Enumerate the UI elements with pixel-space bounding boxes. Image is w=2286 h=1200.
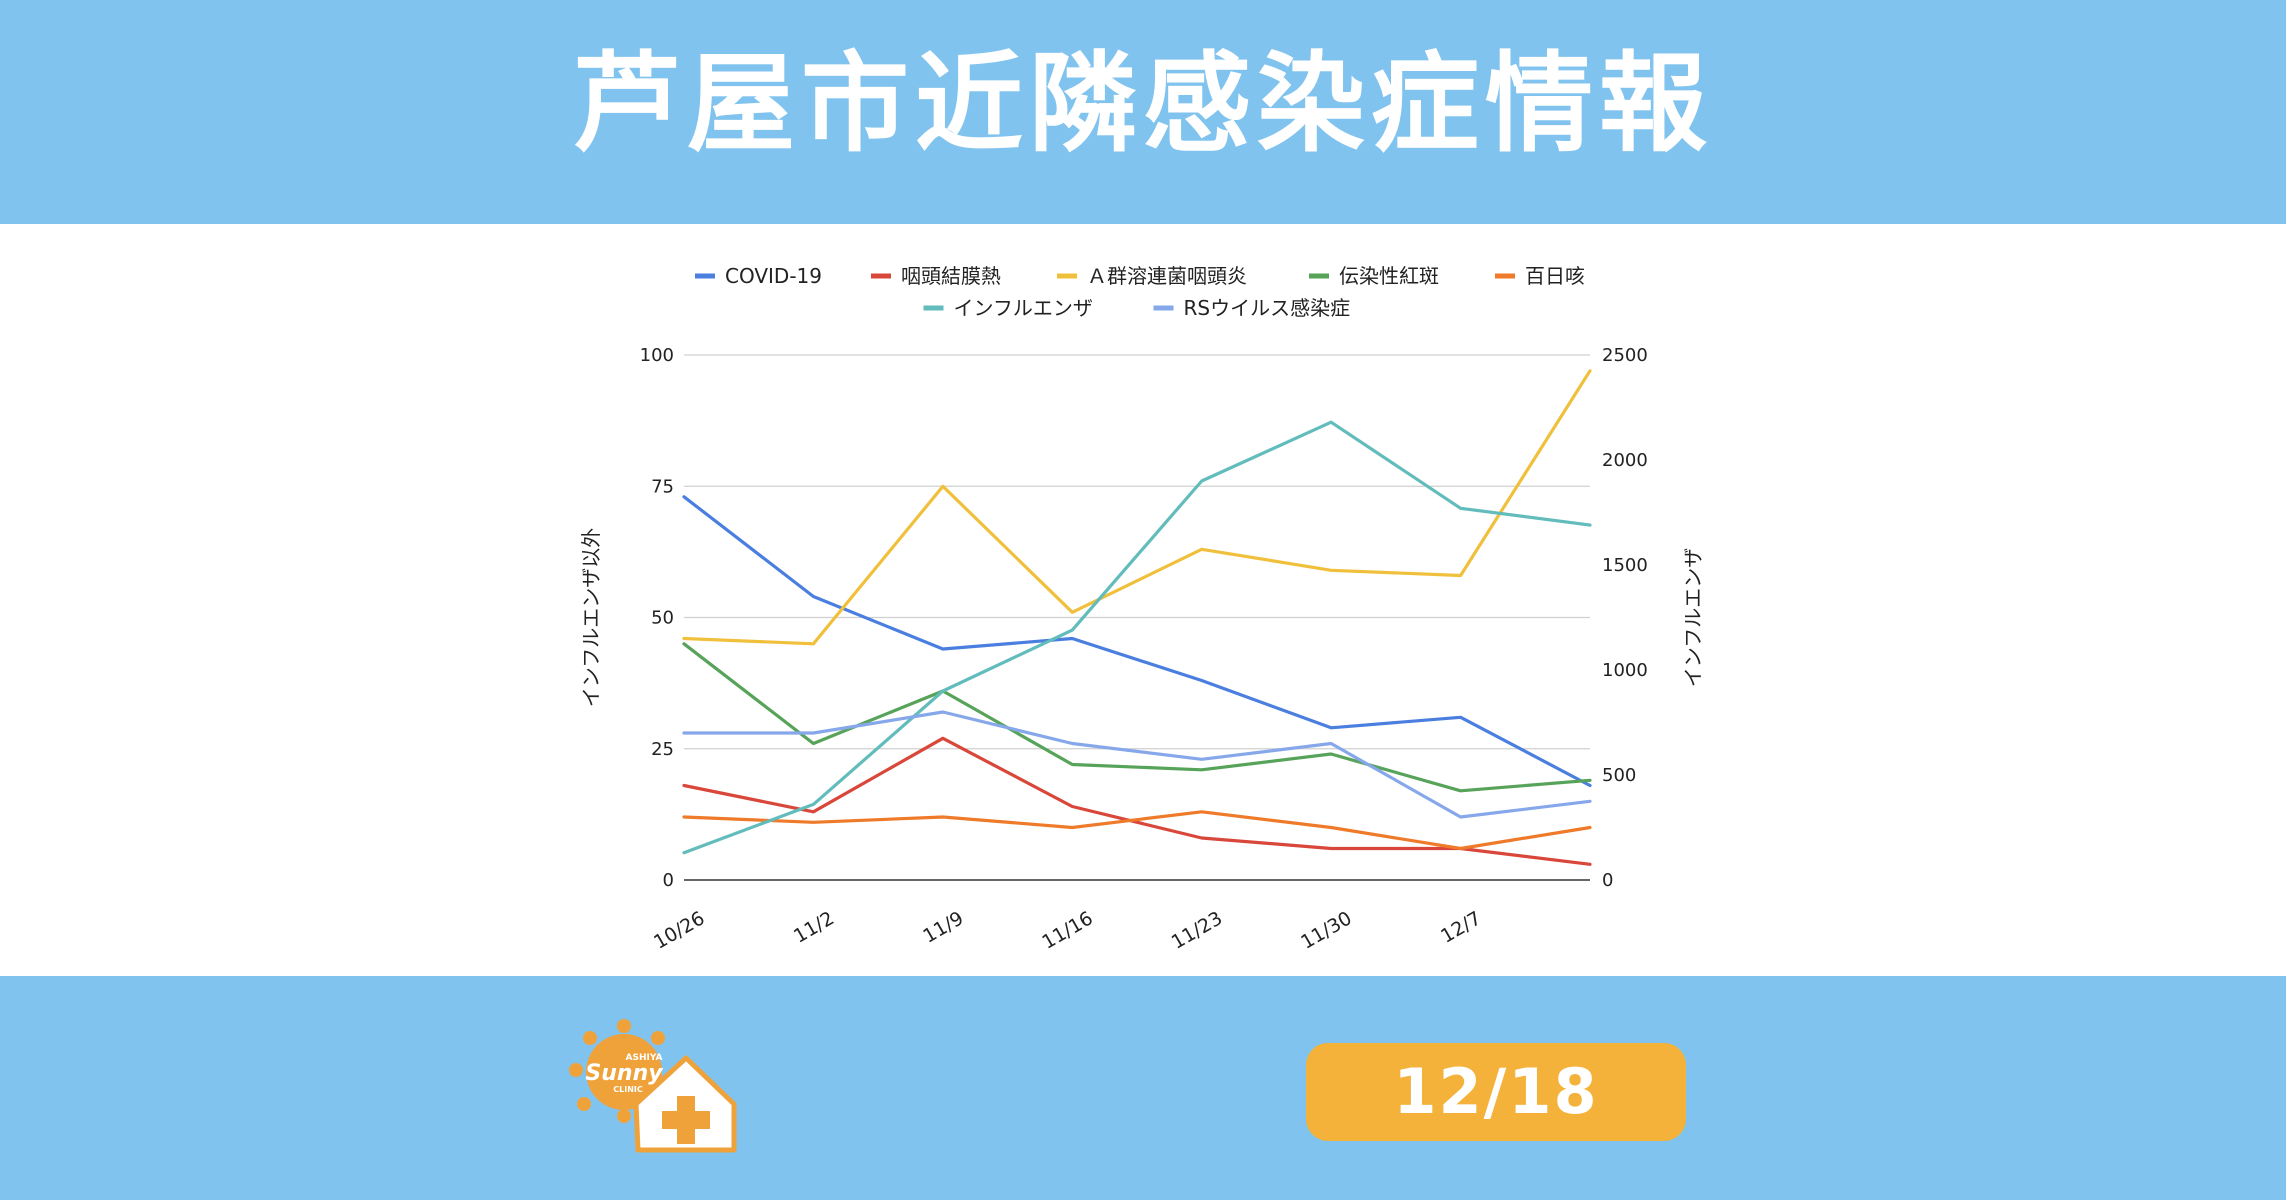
- series-line: [682, 495, 1592, 788]
- x-tick-label: 11/30: [1297, 907, 1355, 953]
- y-left-tick-label: 75: [651, 476, 674, 497]
- chart-area: 0 25 50 75 100 0 500 1000 1500 2000 2500 インフルエンザ以外イ…: [0, 224, 2286, 976]
- legend-label: COVID-19: [725, 264, 822, 288]
- sun-rays: [569, 1019, 665, 1123]
- x-tick-label: 11/16: [1038, 907, 1096, 953]
- y-right-tick-label: 2500: [1602, 345, 1648, 366]
- series-line: [682, 369, 1592, 646]
- y-right-tick-label: 2000: [1602, 450, 1648, 471]
- line-chart: 025507510005001000150020002500インフルエンザ以外イ…: [579, 264, 1705, 954]
- x-tick-label: 11/9: [919, 907, 967, 947]
- series-line: [682, 420, 1592, 855]
- sun-circle: [586, 1034, 662, 1110]
- y-left-tick-label: 50: [651, 608, 674, 629]
- y-right-tick-label: 1000: [1602, 660, 1648, 681]
- legend-label: RSウイルス感染症: [1184, 296, 1351, 320]
- y-right-tick-label: 0: [1602, 870, 1613, 891]
- y-left-tick-label: 0: [663, 870, 674, 891]
- logo-sub-bottom: CLINIC: [613, 1085, 643, 1094]
- logo-sub-top: ASHIYA: [626, 1053, 663, 1063]
- x-tick-label: 12/7: [1437, 907, 1485, 947]
- y-right-tick-label: 500: [1602, 765, 1636, 786]
- y-left-tick-label: 25: [651, 739, 674, 760]
- sunny-clinic-house-icon: ASHIYA Sunny CLINIC: [569, 1019, 737, 1153]
- y-right-tick-label: 1500: [1602, 555, 1648, 576]
- legend-label: 百日咳: [1525, 264, 1585, 288]
- y-left-tick-label: 100: [640, 345, 674, 366]
- date-text: 12/18: [1393, 1055, 1599, 1128]
- y-left-axis-label: インフルエンザ以外: [579, 528, 603, 707]
- series-line: [682, 736, 1592, 866]
- series-line: [682, 710, 1592, 819]
- header-band: [0, 0, 2286, 224]
- page-title: 芦屋市近隣感染症情報: [572, 42, 1713, 167]
- date-badge: 12/18: [1306, 1043, 1686, 1141]
- legend-label: 咽頭結膜熱: [901, 264, 1001, 288]
- legend-label: 伝染性紅斑: [1339, 264, 1439, 288]
- logo-text: Sunny: [585, 1061, 664, 1086]
- legend-label: Ａ群溶連菌咽頭炎: [1087, 264, 1247, 288]
- footer-band: [0, 976, 2286, 1200]
- series-line: [682, 810, 1592, 851]
- cross-horizontal: [662, 1111, 710, 1129]
- legend-label: インフルエンザ: [954, 296, 1093, 320]
- x-tick-label: 11/2: [790, 907, 838, 947]
- y-right-axis-label: インフルエンザ: [1681, 548, 1705, 687]
- x-tick-label: 11/23: [1168, 907, 1226, 953]
- series-line: [682, 642, 1592, 793]
- x-tick-label: 10/26: [650, 907, 708, 953]
